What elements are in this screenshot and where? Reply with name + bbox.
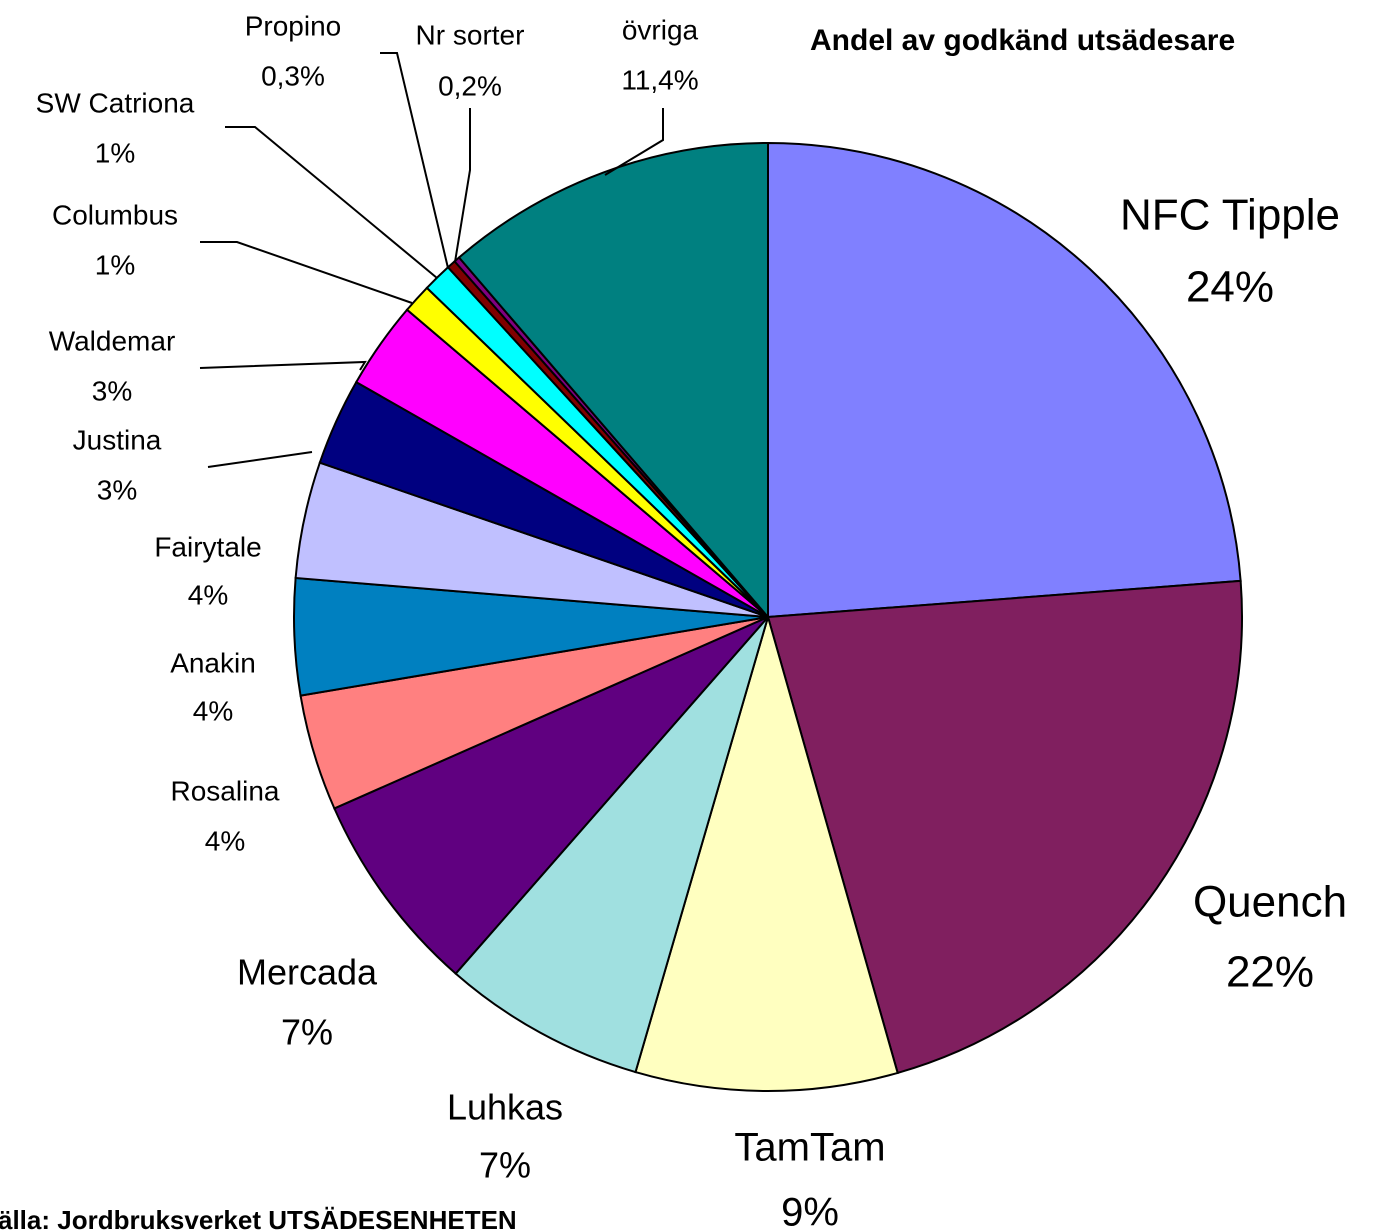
slice-label: Columbus [52,199,178,230]
leader-line [380,52,449,269]
value-label: 1% [95,137,135,168]
value-label: 1% [95,249,135,280]
slice-label: Propino [245,10,342,41]
leader-line [454,108,471,263]
slice-label: Justina [73,424,162,455]
chart-title: Andel av godkänd utsädesare [810,24,1235,57]
value-label: 0,2% [438,70,502,101]
slice-label: Waldemar [49,325,176,356]
value-label: 4% [205,825,245,856]
slice-label: SW Catriona [36,87,195,118]
leader-line [207,451,313,468]
slice-label: Luhkas [447,1087,563,1128]
pie-slice [767,141,1242,619]
pie-slice [454,616,769,1074]
leader-line [200,241,413,304]
slice-label: TamTam [734,1126,885,1170]
slice-label: Fairytale [154,531,261,562]
leader-line [199,360,367,371]
value-label: 7% [479,1145,531,1186]
slice-label: Anakin [170,647,256,678]
pie-slice [766,579,1243,1075]
value-label: 4% [188,579,228,610]
value-label: 3% [97,474,137,505]
slice-label: Rosalina [171,775,280,806]
value-label: 11,4% [621,64,698,95]
pie-slice [634,613,899,1092]
value-label: 24% [1186,263,1274,312]
pie-slice [333,616,769,976]
slice-label: NFC Tipple [1120,191,1340,240]
slice-label: Quench [1193,878,1347,927]
value-label: 0,3% [261,60,325,91]
leader-line [225,126,438,279]
slice-label: Mercada [237,952,378,993]
source: älla: Jordbruksverket UTSÄDESENHETEN [0,1205,517,1232]
value-label: 3% [92,375,132,406]
slice-label: Nr sorter [416,19,525,50]
leader-line [604,108,664,176]
pie-slice [457,141,769,620]
value-label: 7% [281,1012,333,1053]
slice-label: övriga [622,14,699,45]
value-label: 9% [781,1191,839,1232]
value-label: 22% [1226,948,1314,997]
value-label: 4% [193,695,233,726]
